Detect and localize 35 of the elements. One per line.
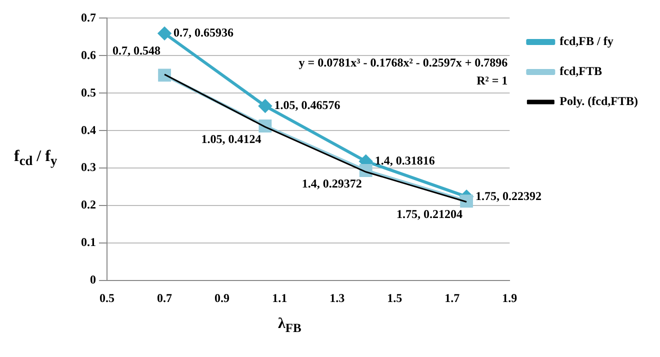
legend-label: fcd,FTB (560, 64, 602, 78)
y-axis-title: f$_{cd}$ / f$_{y}$ (14, 148, 58, 170)
y-tick-label: 0.1 (81, 235, 96, 250)
x-axis-title: λ$_{FB}$ (278, 316, 302, 336)
data-label: 1.4, 0.29372 (302, 176, 362, 191)
x-tick-label: 1.5 (387, 290, 402, 305)
data-label: 1.4, 0.31816 (374, 153, 435, 168)
x-tick-label: 0.9 (214, 290, 230, 305)
point (460, 194, 473, 208)
point (258, 100, 272, 113)
x-tick-label: 0.5 (100, 290, 114, 305)
data-label: 1.05, 0.4124 (201, 132, 262, 146)
x-tick-label: 1.3 (330, 290, 345, 305)
data-label: 1.75, 0.22392 (476, 188, 542, 203)
y-tick-label: 0.4 (81, 122, 96, 137)
point (158, 68, 171, 82)
annotation: R² = 1 (476, 73, 508, 88)
y-tick-label: 0.2 (81, 198, 96, 212)
x-tick-label: 1.9 (502, 290, 518, 305)
y-tick-label: 0.6 (81, 48, 96, 62)
data-label: 1.05, 0.46576 (274, 98, 340, 112)
annotation: y = 0.0781x³ - 0.1768x² - 0.2597x + 0.7896 (298, 55, 508, 70)
data-label: 0.7, 0.548 (112, 43, 161, 58)
legend-label: fcd,FB / fy (560, 34, 614, 48)
data-label: 0.7, 0.65936 (174, 26, 234, 40)
y-tick-label: 0 (90, 272, 96, 287)
x-tick-label: 1.1 (272, 290, 288, 305)
x-tick-label: 0.7 (157, 290, 172, 305)
legend-label: Poly. (fcd,FTB) (560, 94, 638, 108)
y-tick-label: 0.5 (81, 85, 96, 100)
y-tick-label: 0.3 (81, 160, 96, 174)
data-label: 1.75, 0.21204 (396, 207, 463, 222)
x-tick-label: 1.7 (444, 290, 460, 305)
point (158, 26, 172, 40)
y-tick-label: 0.7 (81, 10, 96, 24)
